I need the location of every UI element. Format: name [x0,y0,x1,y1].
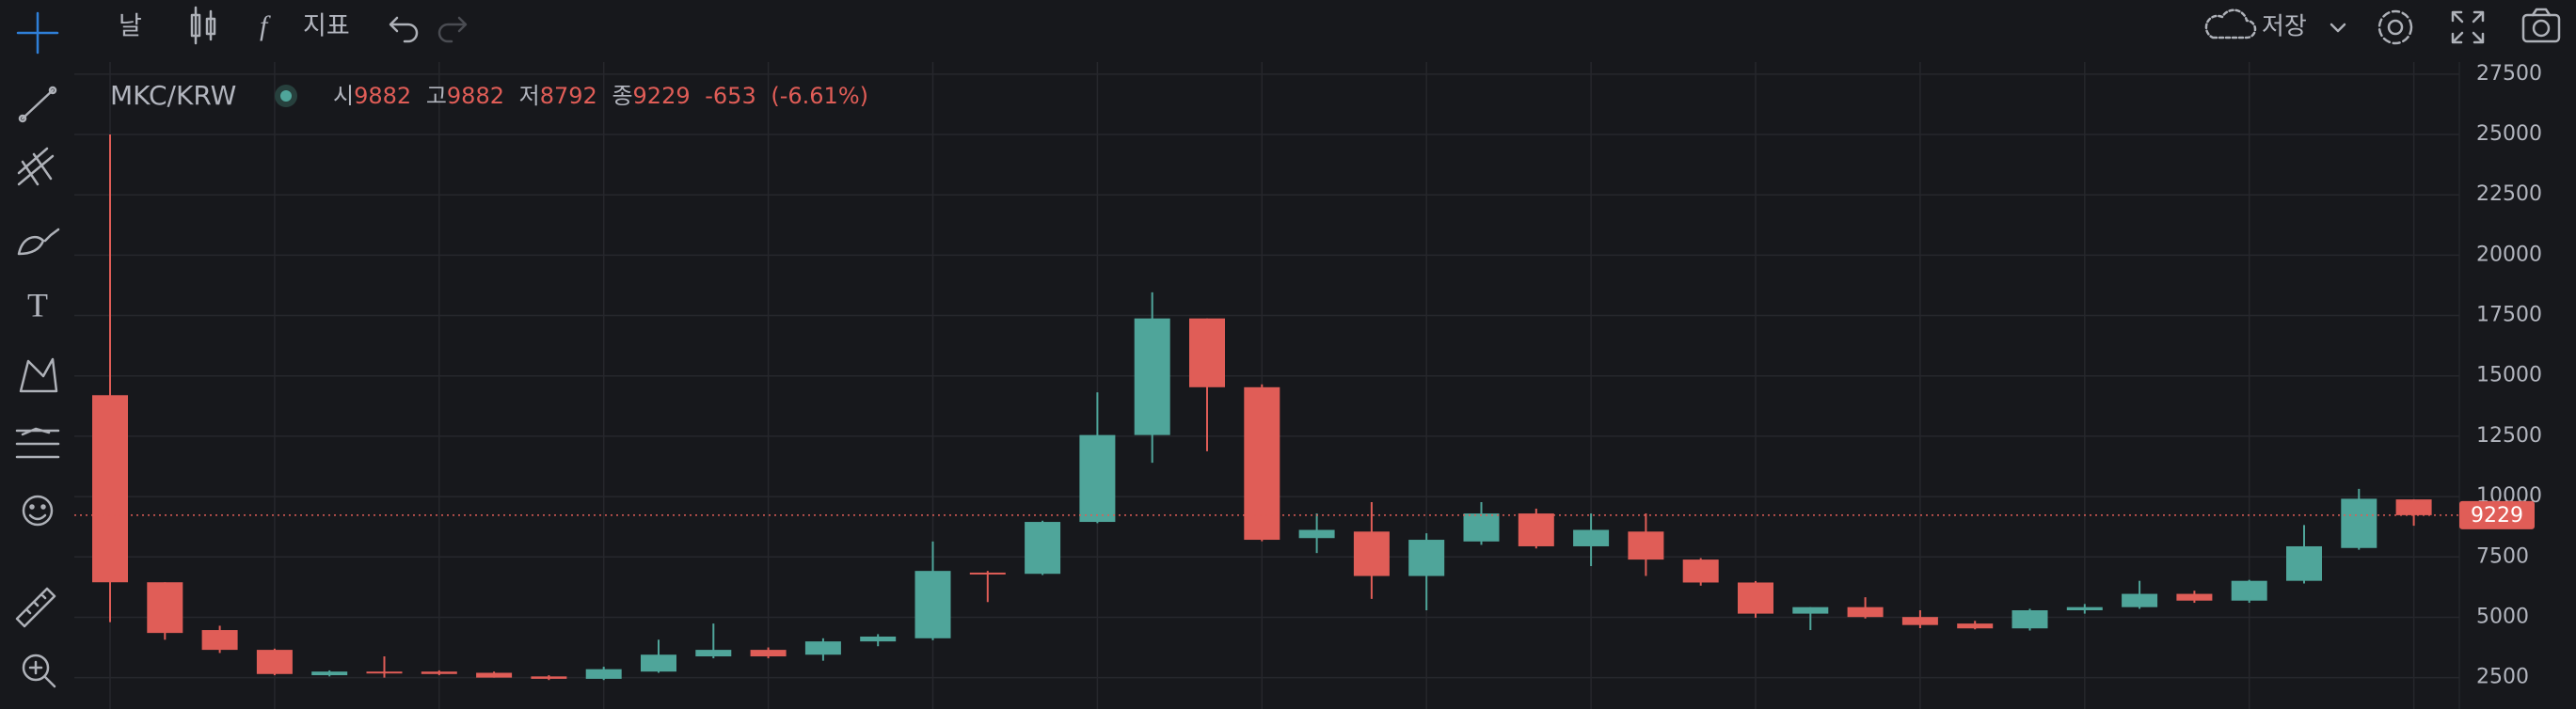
candle-body [531,676,567,679]
y-tick-label: 27500 [2476,62,2542,86]
candle-body [1134,318,1170,435]
status-dot [280,90,292,102]
prediction-tool[interactable] [15,427,60,459]
candle-body [1189,318,1225,387]
candle-body [2286,545,2322,581]
candle-body [804,641,841,655]
cloud-icon[interactable] [2204,8,2257,39]
save-button[interactable]: 저장 [2262,13,2307,41]
candle-body [2176,593,2213,601]
candle-body [421,671,457,674]
candle-body [311,671,348,676]
grid: 2500500075001000012500150001750020000225… [74,62,2542,709]
candle-body [2066,607,2103,611]
candle-body [1628,531,1664,560]
close-label: 종 [612,83,632,109]
trend-line-tool[interactable] [18,86,57,123]
candle-body [750,650,787,657]
low-value: 8792 [540,83,597,109]
candle-body [2231,580,2267,601]
candle-body [2341,498,2377,548]
candle-body [1244,386,1280,541]
candle-body [641,654,676,672]
candle-body [366,671,403,674]
candle-body [201,630,238,651]
zoom-tool[interactable] [22,654,56,688]
high-value: 9882 [447,83,504,109]
y-tick-label: 15000 [2476,364,2542,387]
candle-body [914,571,951,638]
candle-body [147,582,183,634]
y-tick-label: 25000 [2476,122,2542,146]
change-percent: (-6.61%) [771,83,868,109]
save-menu-button[interactable] [2330,23,2346,33]
crosshair-button[interactable] [16,11,59,55]
screenshot-button[interactable] [2521,8,2561,43]
y-tick-label: 17500 [2476,304,2542,327]
fib-tool[interactable] [17,147,55,186]
high-label: 고 [426,83,447,109]
candle-body [1792,607,1829,614]
candle-body [585,669,622,679]
left-toolbar: T [15,86,60,688]
icon-tool[interactable] [22,495,54,527]
candle-body [256,650,293,674]
candle-body [1847,607,1884,618]
measure-tool[interactable] [15,587,56,628]
candle-body [1957,623,1994,629]
candle-body [1025,522,1061,575]
candle-body [969,572,1006,575]
y-tick-label: 7500 [2476,544,2529,568]
candle-body [92,395,128,583]
ohlc-legend: 시9882 고9882 저8792 종9229 -653 (-6.61%) [333,83,868,109]
settings-button[interactable] [2377,9,2413,45]
fullscreen-button[interactable] [2451,10,2485,44]
candle-body [1518,513,1554,546]
y-tick-label: 22500 [2476,182,2542,206]
close-value: 9229 [633,83,691,109]
candle-body [1463,513,1500,542]
candle-body [1682,559,1719,583]
symbol-title: MKC/KRW [110,80,236,111]
top-toolbar: 날 f 지표 저장 [16,6,2561,55]
candle-body [2122,593,2158,607]
low-label: 저 [519,83,540,109]
open-value: 9882 [354,83,411,109]
plot-area: 9229 [74,134,2535,681]
candle-body [1408,540,1445,576]
candle-body [476,672,513,678]
y-tick-label: 2500 [2476,666,2529,689]
candle-body [1079,434,1116,523]
y-tick-label: 20000 [2476,243,2542,266]
pattern-tool[interactable] [19,357,58,393]
redo-button[interactable] [437,16,468,43]
candle-body [1353,531,1390,576]
last-price-tag [2459,500,2535,529]
change-value: -653 [705,83,755,109]
text-tool[interactable]: T [27,286,48,323]
candle-body [2395,499,2432,515]
chart-type-button[interactable] [190,6,216,45]
candle-body [695,650,732,657]
brush-tool[interactable] [17,228,60,256]
candle-body [1298,529,1335,539]
candle-body [2012,610,2048,629]
open-label: 시 [333,83,354,109]
interval-button[interactable]: 날 [119,12,142,41]
undo-button[interactable] [389,16,419,43]
candle-body [1901,617,1938,625]
y-tick-label: 5000 [2476,605,2529,628]
candle-body [1573,529,1610,546]
last-price-label: 9229 [2471,504,2523,528]
indicators-button[interactable]: 지표 [303,12,350,41]
candle-body [860,636,897,642]
y-tick-label: 12500 [2476,424,2542,448]
candle-body [1738,582,1773,614]
